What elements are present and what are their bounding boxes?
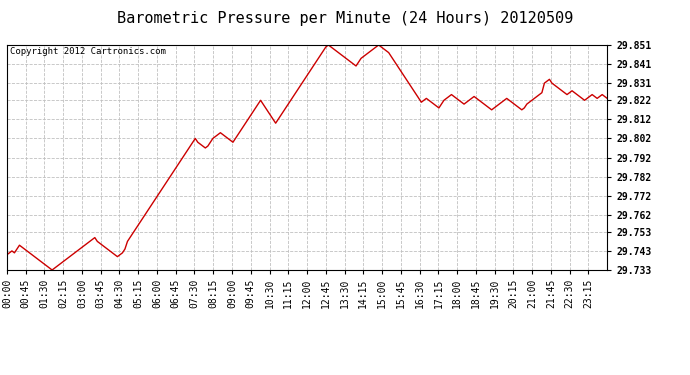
Text: Barometric Pressure per Minute (24 Hours) 20120509: Barometric Pressure per Minute (24 Hours… (117, 11, 573, 26)
Text: Copyright 2012 Cartronics.com: Copyright 2012 Cartronics.com (10, 47, 166, 56)
